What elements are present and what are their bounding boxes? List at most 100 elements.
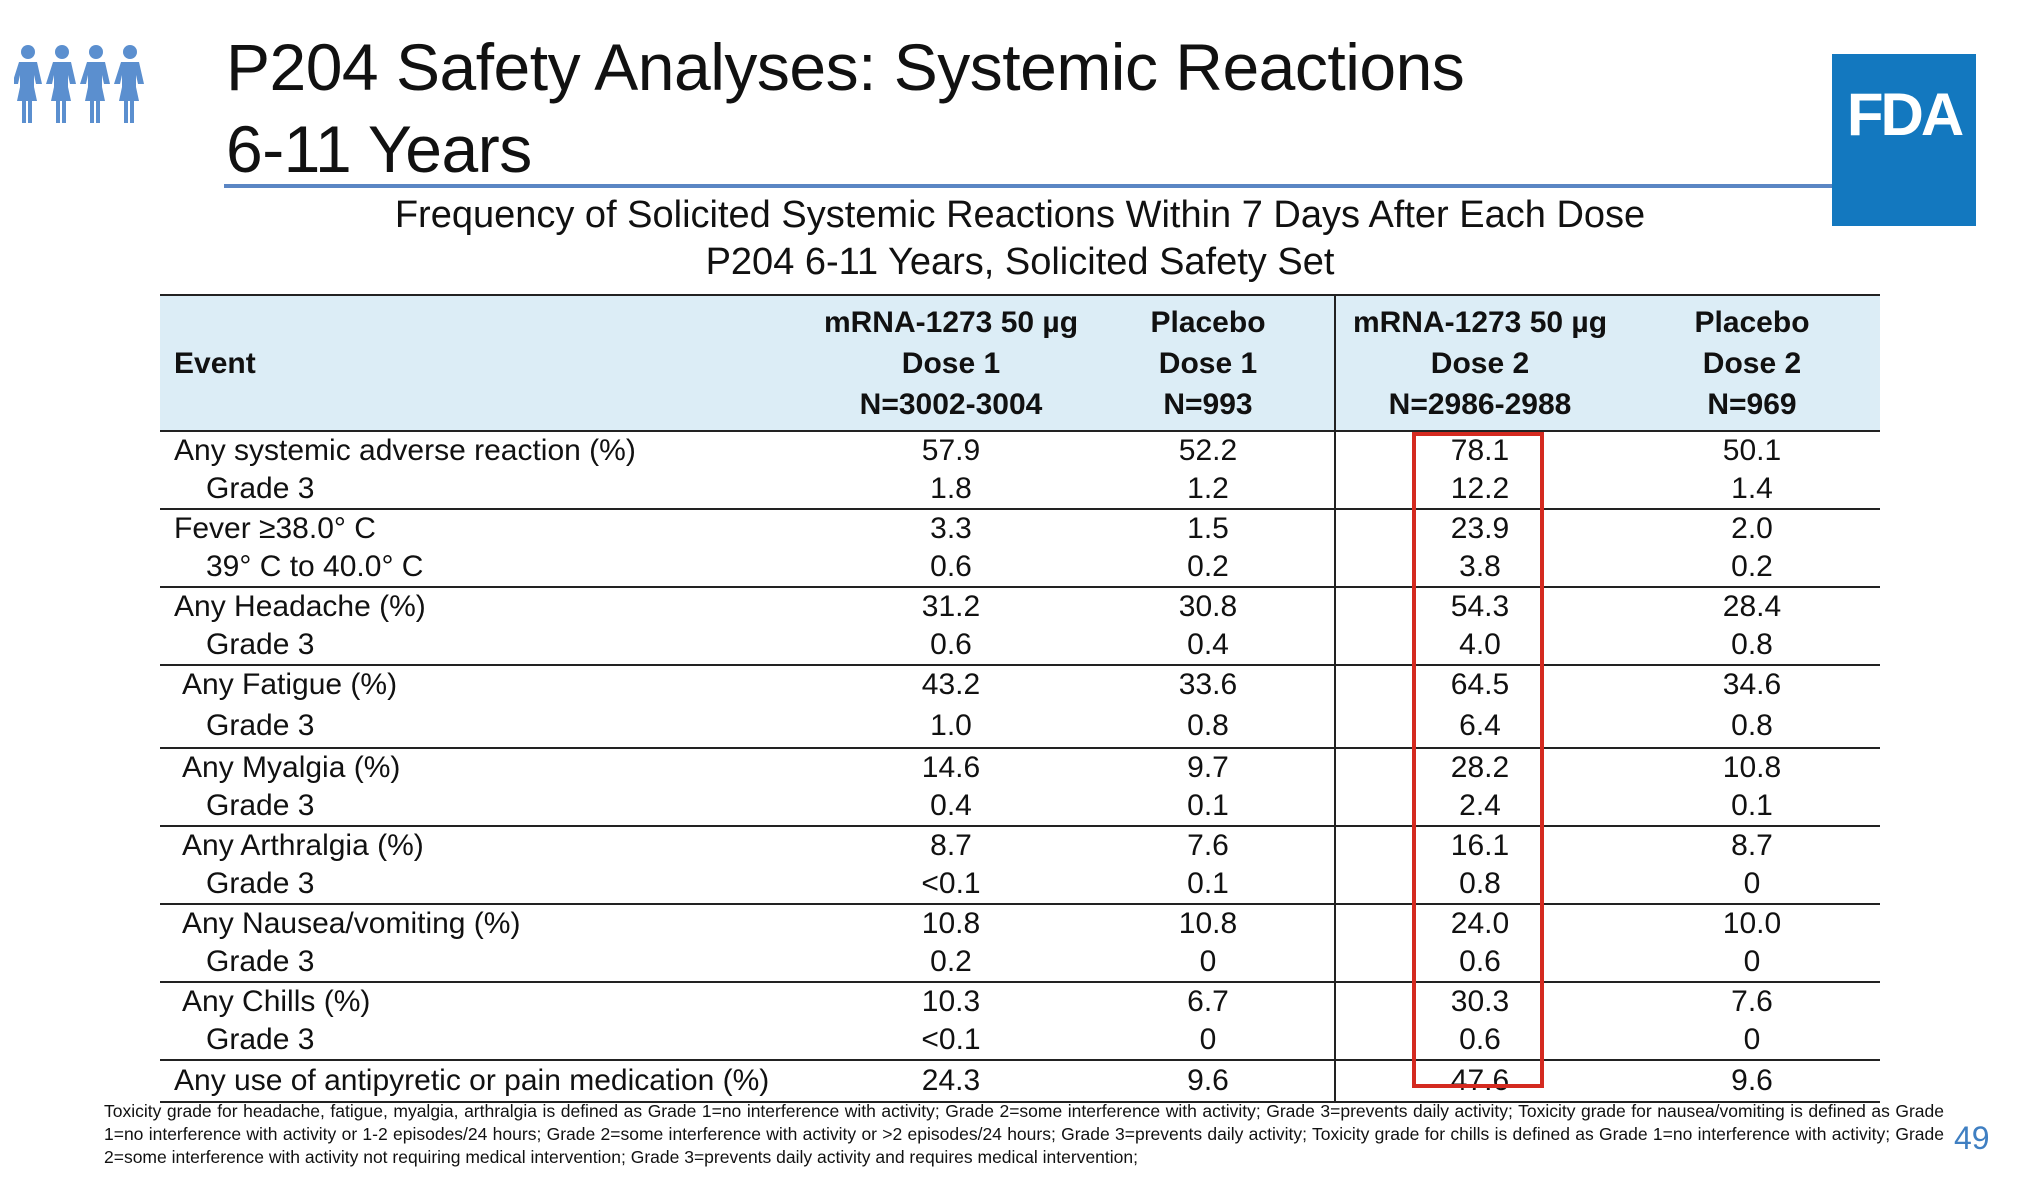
cell-placebo-dose1: 7.6 <box>1187 829 1229 862</box>
cell-vaccine-dose1: 1.8 <box>820 470 1082 510</box>
header-vaccine-dose1: mRNA-1273 50 µg Dose 1 N=3002-3004 <box>820 295 1082 431</box>
cell-placebo-dose2: 8.7 <box>1731 829 1773 862</box>
cell-vaccine-dose2: 0.8 <box>1334 865 1624 905</box>
table-header-row: Event mRNA-1273 50 µg Dose 1 N=3002-3004… <box>160 295 1880 431</box>
table-row: Any use of antipyretic or pain medicatio… <box>160 1060 1880 1103</box>
fda-logo-text: FDA <box>1846 81 1964 148</box>
slide-title-line-1: P204 Safety Analyses: Systemic Reactions <box>226 30 1465 104</box>
cell-vaccine-dose1: <0.1 <box>820 1021 1082 1061</box>
children-group-icon <box>14 45 144 123</box>
table-row: Any Arthralgia (%) 8.7 7.6 16.1 8.7 <box>160 826 1880 865</box>
cell-vaccine-dose2: 6.4 <box>1334 704 1624 749</box>
table-row: Any Nausea/vomiting (%) 10.8 10.8 24.0 1… <box>160 904 1880 943</box>
cell-vaccine-dose1: 10.8 <box>921 907 981 940</box>
systemic-reactions-table: Event mRNA-1273 50 µg Dose 1 N=3002-3004… <box>160 294 1880 1103</box>
row-label: Any Fatigue (%) <box>182 668 398 701</box>
cell-placebo-dose2: 9.6 <box>1624 1060 1880 1103</box>
table-row: Any Myalgia (%) 14.6 9.7 28.2 10.8 <box>160 748 1880 787</box>
cell-vaccine-dose2: 30.3 <box>1334 982 1624 1021</box>
cell-vaccine-dose1: 0.2 <box>820 943 1082 983</box>
cell-vaccine-dose1: 31.2 <box>921 590 981 623</box>
cell-placebo-dose1: 0 <box>1082 943 1335 983</box>
cell-vaccine-dose2: 47.6 <box>1334 1060 1624 1103</box>
row-label: Any systemic adverse reaction (%) <box>174 434 636 467</box>
table-title-line-1: Frequency of Solicited Systemic Reaction… <box>394 194 1646 236</box>
cell-vaccine-dose1: 10.3 <box>921 985 981 1018</box>
cell-placebo-dose2: 1.4 <box>1624 470 1880 510</box>
slide-title: P204 Safety Analyses: Systemic Reactions… <box>226 26 1726 190</box>
table-row: Any systemic adverse reaction (%) 57.9 5… <box>160 431 1880 470</box>
cell-vaccine-dose2: 24.0 <box>1334 904 1624 943</box>
cell-vaccine-dose1: 0.6 <box>820 626 1082 666</box>
header-event: Event <box>174 346 256 380</box>
header-vaccine-dose1-product: mRNA-1273 50 µg <box>823 305 1079 339</box>
cell-vaccine-dose1: 43.2 <box>921 668 981 701</box>
row-label: Grade 3 <box>160 626 820 666</box>
cell-placebo-dose1: 1.5 <box>1187 512 1229 545</box>
header-placebo-dose1: Placebo Dose 1 N=993 <box>1082 295 1335 431</box>
page-number: 49 <box>1954 1120 1990 1156</box>
cell-placebo-dose2: 0.2 <box>1624 548 1880 588</box>
cell-vaccine-dose2: 54.3 <box>1334 587 1624 626</box>
cell-placebo-dose2: 10.8 <box>1722 751 1782 784</box>
cell-placebo-dose1: 10.8 <box>1178 907 1238 940</box>
cell-placebo-dose1: 1.2 <box>1082 470 1335 510</box>
cell-placebo-dose1: 30.8 <box>1178 590 1238 623</box>
table-row: Fever ≥38.0° C 3.3 1.5 23.9 2.0 <box>160 509 1880 548</box>
header-placebo-dose2-dose: Dose 2 <box>1702 346 1802 380</box>
cell-vaccine-dose2: 4.0 <box>1334 626 1624 666</box>
header-placebo-dose2-product: Placebo <box>1694 305 1810 339</box>
cell-placebo-dose2: 0 <box>1624 1021 1880 1061</box>
cell-placebo-dose2: 34.6 <box>1722 668 1782 701</box>
row-label: Fever ≥38.0° C <box>174 512 376 545</box>
table-row: 39° C to 40.0° C 0.6 0.2 3.8 0.2 <box>160 548 1880 588</box>
row-label: Any Nausea/vomiting (%) <box>182 907 521 940</box>
row-label: Grade 3 <box>160 470 820 510</box>
table-title-line-2: P204 6-11 Years, Solicited Safety Set <box>705 241 1335 283</box>
cell-vaccine-dose2: 0.6 <box>1334 943 1624 983</box>
header-vaccine-dose2: mRNA-1273 50 µg Dose 2 N=2986-2988 <box>1334 295 1624 431</box>
table-row: Grade 3 <0.1 0.1 0.8 0 <box>160 865 1880 905</box>
table-row: Any Fatigue (%) 43.2 33.6 64.5 34.6 <box>160 665 1880 704</box>
row-label: Grade 3 <box>160 865 820 905</box>
cell-placebo-dose1: 9.6 <box>1082 1060 1335 1103</box>
cell-placebo-dose2: 0 <box>1624 943 1880 983</box>
cell-vaccine-dose2: 3.8 <box>1334 548 1624 588</box>
row-label: Any Arthralgia (%) <box>182 829 424 862</box>
cell-placebo-dose1: 0.1 <box>1082 787 1335 827</box>
table-row: Any Headache (%) 31.2 30.8 54.3 28.4 <box>160 587 1880 626</box>
cell-placebo-dose1: 0.2 <box>1082 548 1335 588</box>
cell-vaccine-dose1: 3.3 <box>930 512 972 545</box>
cell-placebo-dose2: 50.1 <box>1722 434 1782 467</box>
cell-placebo-dose2: 7.6 <box>1731 985 1773 1018</box>
cell-placebo-dose1: 33.6 <box>1178 668 1238 701</box>
header-vaccine-dose2-n: N=2986-2988 <box>1388 387 1572 421</box>
cell-placebo-dose2: 10.0 <box>1722 907 1782 940</box>
cell-placebo-dose1: 0.4 <box>1082 626 1335 666</box>
cell-placebo-dose2: 0.1 <box>1624 787 1880 827</box>
fda-logo: FDA <box>1832 54 1976 226</box>
table-row: Grade 3 0.2 0 0.6 0 <box>160 943 1880 983</box>
title-underline <box>224 184 1946 188</box>
cell-vaccine-dose1: 0.6 <box>820 548 1082 588</box>
table-row: Grade 3 1.8 1.2 12.2 1.4 <box>160 470 1880 510</box>
cell-vaccine-dose2: 64.5 <box>1334 665 1624 704</box>
header-placebo-dose2: Placebo Dose 2 N=969 <box>1624 295 1880 431</box>
cell-placebo-dose2: 2.0 <box>1731 512 1773 545</box>
cell-placebo-dose2: 0.8 <box>1624 626 1880 666</box>
cell-vaccine-dose2: 12.2 <box>1334 470 1624 510</box>
cell-vaccine-dose1: 57.9 <box>921 434 981 467</box>
table-title: Frequency of Solicited Systemic Reaction… <box>160 192 1880 286</box>
header-placebo-dose2-n: N=969 <box>1707 387 1797 421</box>
header-placebo-dose1-product: Placebo <box>1150 305 1266 339</box>
cell-vaccine-dose1: 0.4 <box>820 787 1082 827</box>
cell-vaccine-dose1: 8.7 <box>930 829 972 862</box>
row-label: Grade 3 <box>160 943 820 983</box>
cell-vaccine-dose1: <0.1 <box>820 865 1082 905</box>
dose2-highlight-box <box>1412 432 1544 1088</box>
header-placebo-dose1-dose: Dose 1 <box>1158 346 1258 380</box>
table-row: Grade 3 0.6 0.4 4.0 0.8 <box>160 626 1880 666</box>
footnote: Toxicity grade for headache, fatigue, my… <box>104 1101 1944 1167</box>
row-label: 39° C to 40.0° C <box>160 548 820 588</box>
cell-placebo-dose2: 0 <box>1624 865 1880 905</box>
